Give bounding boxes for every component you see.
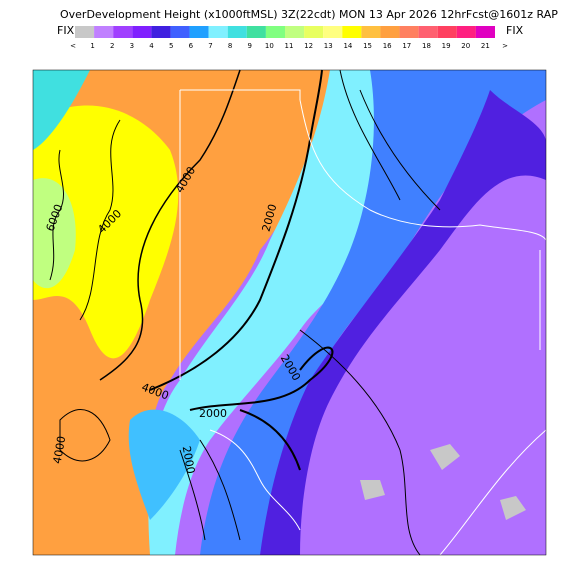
legend-swatch [151, 26, 171, 38]
legend-label: 8 [228, 42, 232, 50]
contour-label: 2000 [180, 445, 198, 475]
legend-swatch [418, 26, 438, 38]
legend-label: 3 [130, 42, 134, 50]
contour-label: 4000 [51, 435, 69, 465]
legend-swatch [132, 26, 152, 38]
title: OverDevelopment Height (x1000ftMSL) 3Z(2… [60, 8, 558, 21]
legend-label: 11 [285, 42, 294, 50]
legend-label: 17 [402, 42, 411, 50]
legend-swatch [227, 26, 247, 38]
legend-label: 9 [247, 42, 251, 50]
legend-swatch [437, 26, 457, 38]
legend-label: 18 [422, 42, 431, 50]
legend-label: 6 [189, 42, 194, 50]
legend-swatch [246, 26, 266, 38]
contour-label: 2000 [199, 407, 227, 420]
legend-swatch [323, 26, 343, 38]
legend-swatch [456, 26, 476, 38]
legend-swatch [380, 26, 400, 38]
legend-label: 10 [265, 42, 274, 50]
legend-label: > [502, 42, 508, 50]
legend-swatch [285, 26, 305, 38]
legend-label: 4 [149, 42, 154, 50]
map [32, 69, 547, 556]
legend-swatch [361, 26, 381, 38]
legend-swatch [170, 26, 190, 38]
legend-label: 7 [208, 42, 212, 50]
legend-swatch [94, 26, 114, 38]
legend-swatch [113, 26, 133, 38]
legend-swatch [342, 26, 362, 38]
legend-label: 21 [481, 42, 490, 50]
legend-swatch [208, 26, 228, 38]
legend-label: 5 [169, 42, 173, 50]
legend-right: FIX [506, 24, 524, 37]
legend-swatch [189, 26, 209, 38]
legend-label: 19 [442, 42, 451, 50]
legend-label: 15 [363, 42, 372, 50]
legend-label: < [70, 42, 76, 50]
legend-label: 12 [304, 42, 313, 50]
legend-swatch [265, 26, 285, 38]
legend-swatch [399, 26, 419, 38]
legend-label: 2 [110, 42, 114, 50]
legend-label: 20 [461, 42, 470, 50]
legend-label: 16 [383, 42, 392, 50]
legend-label: 13 [324, 42, 333, 50]
legend-label: 1 [90, 42, 94, 50]
legend-left: FIX [57, 24, 75, 37]
legend-swatch [475, 26, 495, 38]
legend-swatch [304, 26, 324, 38]
legend-label: 14 [343, 42, 352, 50]
legend-swatch [75, 26, 95, 38]
